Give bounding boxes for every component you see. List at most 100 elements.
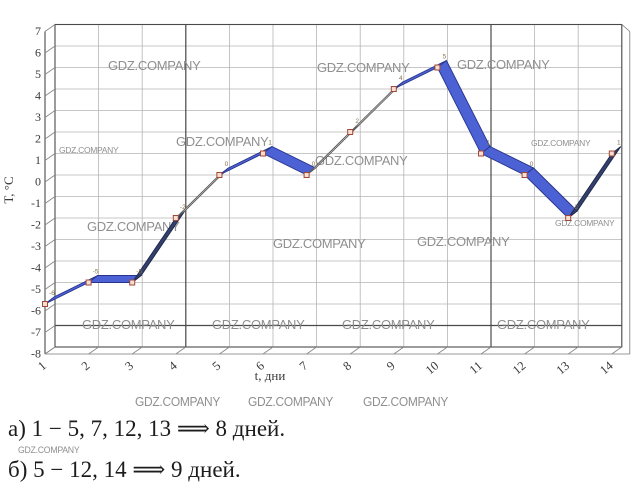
temperature-line-chart: GDZ.COMPANY GDZ.COMPANY GDZ.COMPANY GDZ.COM… xyxy=(1,23,631,383)
x-axis-label: 4 xyxy=(166,358,180,373)
answer-line-b: б) 5 − 12, 14 ⟹ 9 дней. xyxy=(8,457,241,482)
y-tick-bevel xyxy=(44,282,56,290)
watermark-text: GDZ.COMPANY xyxy=(531,138,591,148)
y-axis-label: -4 xyxy=(31,261,41,275)
y-tick-bevel xyxy=(44,260,56,269)
x-axis-label: 12 xyxy=(510,359,529,378)
data-point-marker xyxy=(347,129,354,135)
y-axis-label: 2 xyxy=(35,132,41,146)
data-point-marker xyxy=(260,150,266,157)
watermark-text: GDZ.COMPANY xyxy=(363,394,449,409)
watermark-text: GDZ.COMPANY xyxy=(342,317,435,332)
x-axis-label: 5 xyxy=(210,359,224,374)
point-value-label: -6 xyxy=(49,290,55,297)
y-axis-title: T, °C xyxy=(1,176,16,203)
data-point-marker xyxy=(42,301,48,307)
x-tick-bevel xyxy=(262,346,274,355)
y-tick-bevel xyxy=(44,303,56,312)
x-axis-label: 3 xyxy=(122,359,136,374)
watermark-text: GDZ.COMPANY xyxy=(176,134,269,149)
y-tick-bevel xyxy=(44,110,56,118)
x-tick-bevel xyxy=(219,346,230,355)
y-axis-label: 7 xyxy=(35,24,41,38)
watermark-text: GDZ.COMPANY xyxy=(18,445,80,456)
y-axis-label: -2 xyxy=(31,218,41,232)
x-axis-label: 11 xyxy=(467,359,485,377)
x-axis-label: 2 xyxy=(79,359,93,374)
data-point-marker xyxy=(434,64,441,71)
x-axis-label: 14 xyxy=(597,358,616,377)
data-point-marker xyxy=(216,172,223,178)
y-axis-label: 0 xyxy=(35,175,41,189)
series-segment xyxy=(436,59,491,155)
point-value-label: -2 xyxy=(180,204,186,211)
x-axis-label: 13 xyxy=(554,359,573,378)
y-axis-label: 1 xyxy=(35,153,41,167)
watermark-text: GDZ.COMPANY xyxy=(317,60,410,75)
y-axis-label: -5 xyxy=(31,282,41,296)
series-segment xyxy=(480,145,535,176)
x-tick-bevel xyxy=(437,346,448,355)
y-tick-bevel xyxy=(44,24,56,32)
y-tick-bevel xyxy=(44,153,56,161)
data-point-marker xyxy=(129,279,136,286)
x-axis-label: 9 xyxy=(384,359,398,374)
plot-frame xyxy=(54,23,623,348)
watermark-text: GDZ.COMPANY xyxy=(87,219,180,234)
point-value-label: 1 xyxy=(268,140,272,147)
y-axis-label: -6 xyxy=(31,304,41,318)
y-tick-bevel xyxy=(44,88,56,97)
y-axis-label: 4 xyxy=(35,89,41,103)
y-tick-bevel xyxy=(44,45,56,54)
data-point-marker xyxy=(521,172,528,178)
point-value-label: -5 xyxy=(93,269,99,276)
y-tick-bevel xyxy=(44,131,56,140)
watermark-text: GDZ.COMPANY xyxy=(555,218,615,228)
watermark-text: GDZ.COMPANY xyxy=(248,394,334,409)
answer-line-a: а) 1 − 5, 7, 12, 13 ⟹ 8 дней. xyxy=(8,416,286,441)
watermark-text: GDZ.COMPANY xyxy=(315,153,408,168)
x-axis-label: 1 xyxy=(35,359,49,374)
series-segment xyxy=(262,145,317,176)
y-axis-label: 5 xyxy=(35,67,41,81)
x-axis-title: t, дни xyxy=(255,368,286,383)
x-tick-bevel xyxy=(480,346,492,355)
y-axis-label: -7 xyxy=(31,325,41,339)
x-tick-bevel xyxy=(175,346,187,355)
data-point-marker xyxy=(172,215,179,221)
watermark-text: GDZ.COMPANY xyxy=(497,317,590,332)
point-value-label: -2 xyxy=(572,204,578,211)
point-value-label: 1 xyxy=(486,140,490,147)
watermark-text: GDZ.COMPANY xyxy=(273,236,366,251)
y-tick-bevel xyxy=(44,174,56,183)
x-tick-bevel xyxy=(306,346,317,355)
y-axis-label: -1 xyxy=(31,196,41,210)
point-value-label: 1 xyxy=(617,140,621,147)
point-value-label: 4 xyxy=(399,75,403,82)
y-tick-bevel xyxy=(44,239,56,247)
y-tick-bevel xyxy=(44,325,56,333)
watermark-text: GDZ.COMPANY xyxy=(59,145,119,155)
x-tick-bevel xyxy=(131,346,143,355)
y-axis-label: 6 xyxy=(35,46,41,60)
data-point-marker xyxy=(478,150,484,157)
y-tick-bevel xyxy=(44,217,56,226)
point-value-label: 2 xyxy=(355,118,359,125)
x-tick-bevel xyxy=(44,346,56,355)
point-value-label: 0 xyxy=(312,161,316,168)
point-value-label: -5 xyxy=(136,269,142,276)
watermark-text: GDZ.COMPANY xyxy=(212,317,305,332)
data-point-marker xyxy=(390,86,397,92)
x-tick-bevel xyxy=(567,346,579,355)
series-segment xyxy=(567,146,622,219)
watermark-text: GDZ.COMPANY xyxy=(82,317,175,332)
y-tick-bevel xyxy=(44,196,56,204)
point-value-label: 5 xyxy=(443,54,447,61)
y-axis-label: -8 xyxy=(31,347,41,361)
watermark-text: GDZ.COMPANY xyxy=(108,58,201,73)
x-tick-bevel xyxy=(88,346,99,355)
data-point-marker xyxy=(303,172,310,178)
x-axis-label: 7 xyxy=(297,359,311,374)
x-tick-bevel xyxy=(524,346,535,355)
